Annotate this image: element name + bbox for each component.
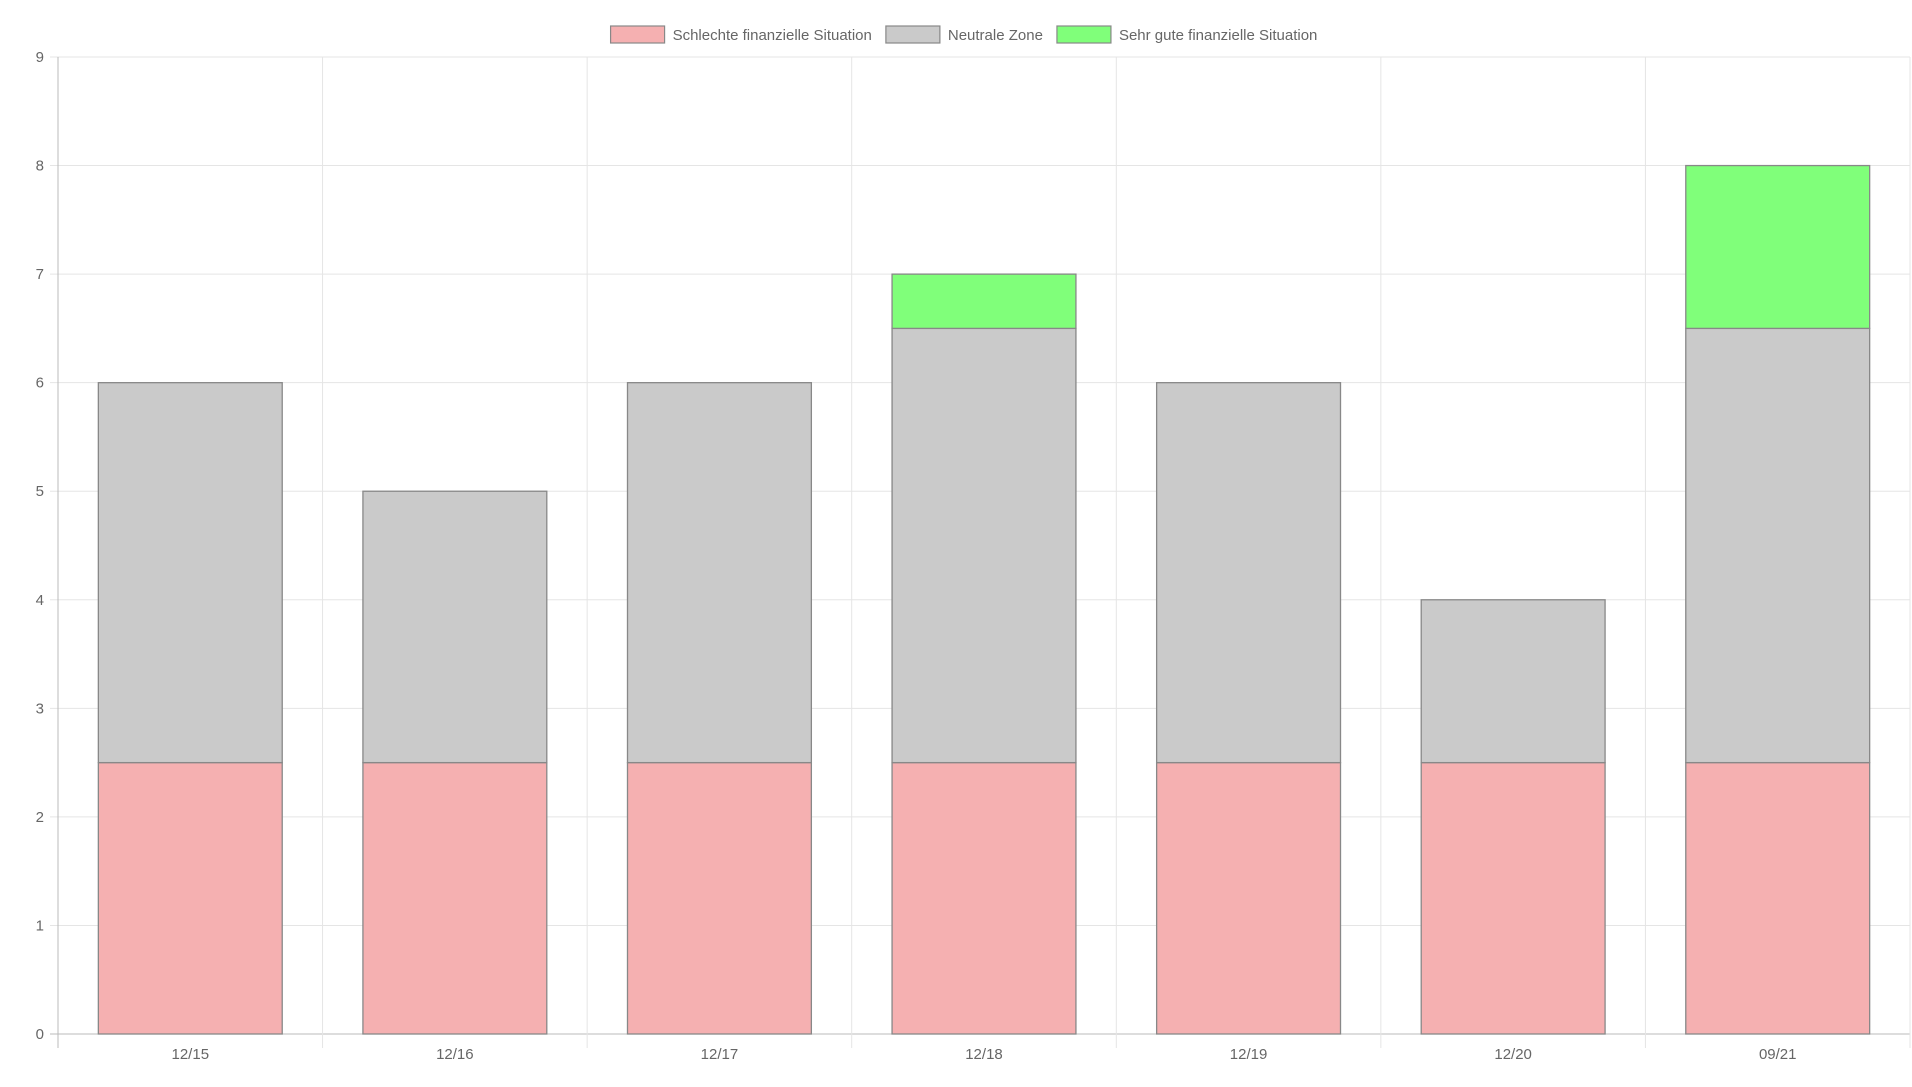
bars: [97, 164, 1871, 1035]
legend-label[interactable]: Sehr gute finanzielle Situation: [1119, 27, 1317, 44]
legend-label[interactable]: Neutrale Zone: [948, 27, 1043, 44]
bar-segment-schlecht[interactable]: [891, 761, 1077, 1035]
bar-segment-neutral[interactable]: [891, 327, 1077, 764]
bar-segment-schlecht[interactable]: [97, 761, 283, 1035]
bar-segment-schlecht[interactable]: [1685, 761, 1871, 1035]
bar-segment-neutral[interactable]: [1420, 599, 1606, 764]
legend-swatch[interactable]: [609, 25, 666, 44]
bar-segment-schlecht[interactable]: [1420, 761, 1606, 1035]
x-tick-label: 12/20: [1494, 1046, 1532, 1063]
y-tick-label: 0: [36, 1026, 44, 1043]
legend: Schlechte finanzielle Situation Neutrale …: [609, 25, 1317, 44]
y-tick-label: 6: [36, 375, 44, 392]
bar-segment-neutral[interactable]: [626, 382, 813, 764]
y-tick-label: 4: [36, 592, 44, 609]
bar-segment-schlecht[interactable]: [626, 761, 813, 1035]
x-tick-label: 12/17: [701, 1046, 739, 1063]
y-tick-label: 5: [36, 483, 44, 500]
x-tick-label: 09/21: [1759, 1046, 1797, 1063]
x-tick-label: 12/18: [965, 1046, 1003, 1063]
y-tick-label: 2: [36, 809, 44, 826]
legend-swatch[interactable]: [1056, 25, 1112, 44]
bar-segment-sehr-gut[interactable]: [891, 273, 1077, 330]
bar-segment-schlecht[interactable]: [1155, 761, 1342, 1035]
y-tick-label: 8: [36, 158, 44, 175]
y-tick-label: 3: [36, 700, 44, 717]
axes: 0 1 2 3 4 5 6 7 8 9 12/15 12/16 12/17 12/18 12/19 12/20…: [36, 49, 1797, 1063]
x-tick-label: 12/19: [1230, 1046, 1268, 1063]
y-tick-label: 7: [36, 266, 44, 283]
bar-segment-schlecht[interactable]: [362, 761, 548, 1035]
x-tick-label: 12/15: [172, 1046, 210, 1063]
y-tick-label: 9: [36, 49, 44, 66]
legend-swatch[interactable]: [885, 25, 941, 44]
y-tick-label: 1: [36, 917, 44, 934]
bar-segment-sehr-gut[interactable]: [1685, 164, 1871, 330]
legend-label[interactable]: Schlechte finanzielle Situation: [673, 27, 872, 44]
bar-segment-neutral[interactable]: [1685, 327, 1871, 764]
bar-segment-neutral[interactable]: [1155, 382, 1342, 764]
x-tick-label: 12/16: [436, 1046, 474, 1063]
bar-segment-neutral[interactable]: [362, 490, 548, 764]
bar-segment-neutral[interactable]: [97, 382, 283, 764]
